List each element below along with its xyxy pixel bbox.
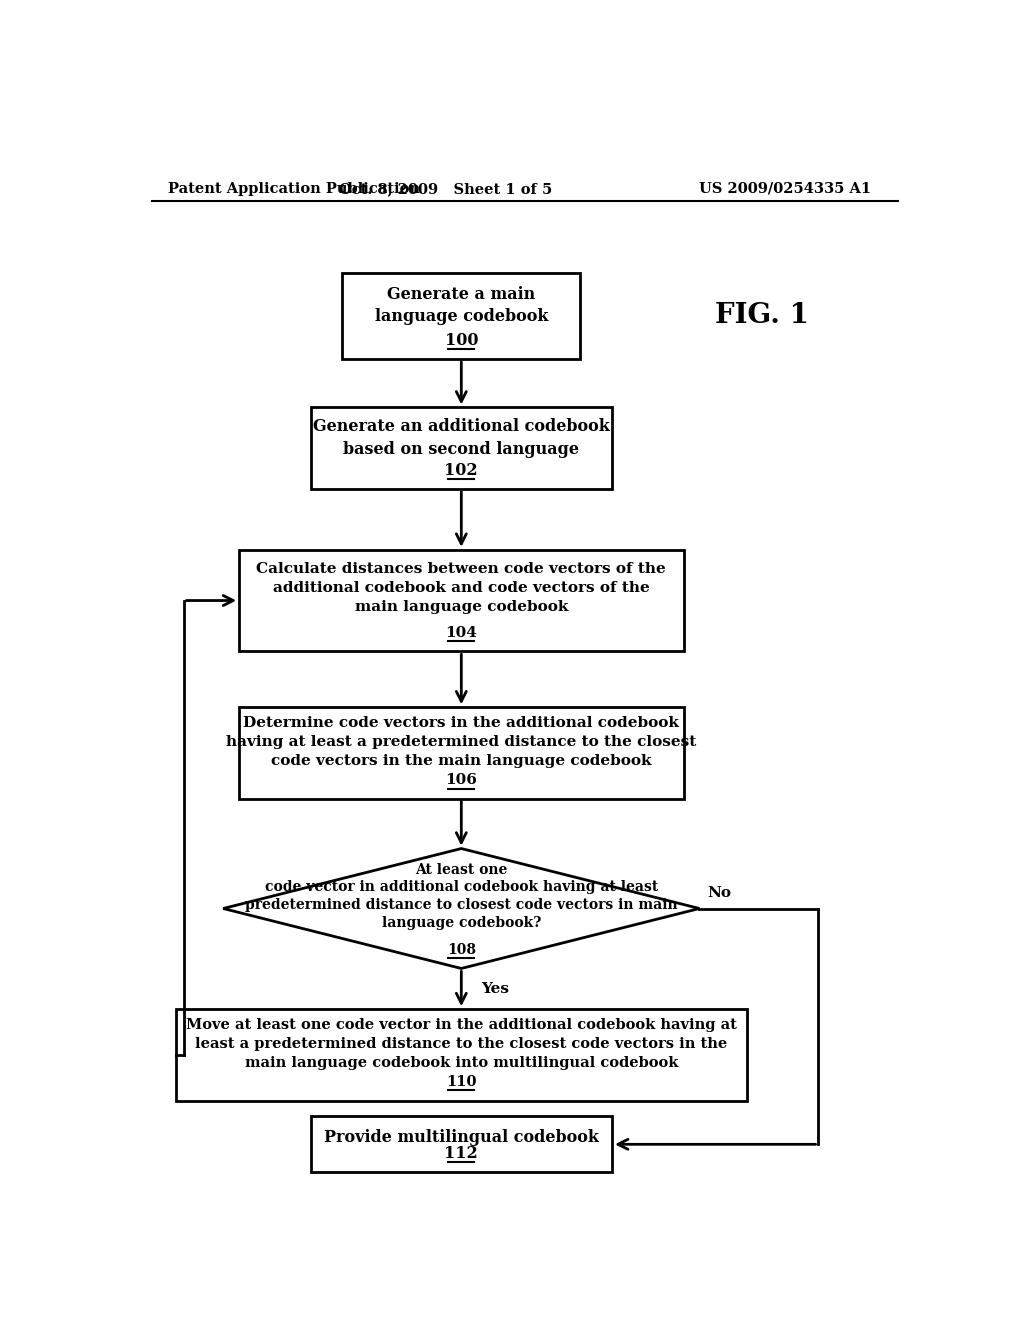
Text: US 2009/0254335 A1: US 2009/0254335 A1: [699, 182, 871, 195]
Text: 108: 108: [446, 944, 476, 957]
Text: 112: 112: [444, 1146, 478, 1163]
FancyBboxPatch shape: [176, 1008, 748, 1101]
Text: 106: 106: [445, 774, 477, 788]
Text: FIG. 1: FIG. 1: [715, 302, 809, 330]
FancyBboxPatch shape: [310, 1117, 612, 1172]
Text: 104: 104: [445, 626, 477, 640]
FancyBboxPatch shape: [342, 273, 581, 359]
Text: No: No: [708, 886, 731, 900]
Text: 100: 100: [444, 333, 478, 350]
Text: Oct. 8, 2009   Sheet 1 of 5: Oct. 8, 2009 Sheet 1 of 5: [339, 182, 552, 195]
Text: Provide multilingual codebook: Provide multilingual codebook: [324, 1129, 599, 1146]
Text: Patent Application Publication: Patent Application Publication: [168, 182, 420, 195]
Polygon shape: [223, 849, 699, 969]
FancyBboxPatch shape: [239, 549, 684, 651]
Text: Calculate distances between code vectors of the
additional codebook and code vec: Calculate distances between code vectors…: [256, 562, 667, 614]
Text: Generate a main
language codebook: Generate a main language codebook: [375, 285, 548, 326]
Text: Yes: Yes: [481, 982, 509, 995]
FancyBboxPatch shape: [239, 708, 684, 799]
Text: 110: 110: [446, 1076, 476, 1089]
Text: Move at least one code vector in the additional codebook having at
least a prede: Move at least one code vector in the add…: [186, 1018, 736, 1069]
FancyBboxPatch shape: [310, 408, 612, 488]
Text: Generate an additional codebook
based on second language: Generate an additional codebook based on…: [313, 418, 609, 458]
Text: Determine code vectors in the additional codebook
having at least a predetermine: Determine code vectors in the additional…: [226, 715, 696, 768]
Text: 102: 102: [444, 462, 478, 479]
Text: At least one
code vector in additional codebook having at least
predetermined di: At least one code vector in additional c…: [245, 862, 678, 931]
